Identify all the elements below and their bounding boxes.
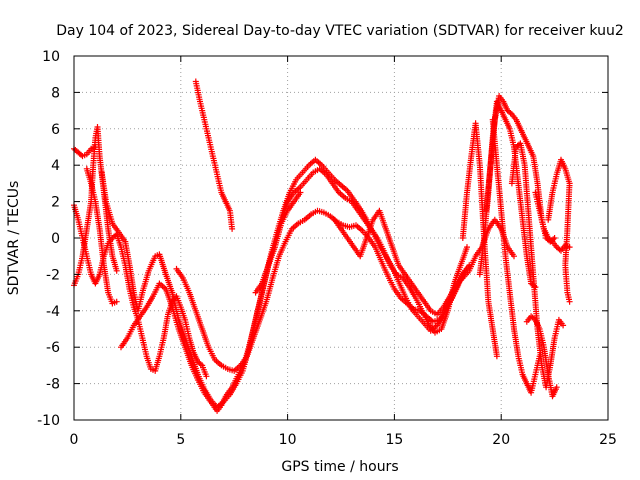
- x-tick-label: 15: [385, 432, 403, 448]
- y-tick-label: 8: [51, 85, 60, 101]
- series-arc-18: [532, 189, 573, 254]
- y-tick-label: -8: [46, 377, 60, 393]
- data-point: [92, 144, 99, 150]
- chart-title: Day 104 of 2023, Sidereal Day-to-day VTE…: [56, 23, 624, 39]
- data-point: [511, 253, 517, 260]
- y-tick-label: -6: [46, 340, 60, 356]
- y-tick-label: 0: [51, 231, 60, 247]
- data-point: [566, 244, 573, 251]
- data-point: [113, 267, 120, 274]
- series-arc-15: [508, 140, 567, 391]
- y-tick-label: -10: [37, 413, 60, 429]
- y-tick-label: -2: [46, 267, 60, 283]
- data-point: [553, 384, 560, 391]
- x-tick-label: 25: [599, 432, 617, 448]
- data-point: [229, 225, 236, 232]
- y-tick-label: 4: [51, 158, 60, 174]
- y-tick-label: 6: [51, 122, 60, 138]
- series-arc-4: [83, 165, 120, 307]
- data-point: [203, 373, 210, 380]
- series-arc-3: [71, 144, 99, 160]
- data-point: [560, 322, 567, 329]
- axis-ticks: 0 5 10 15 20 25 -10 -8 -6 -4 -2 0 2 4 6 8 10: [37, 49, 617, 448]
- plot-area: [71, 78, 573, 414]
- series-arc-16: [523, 313, 560, 400]
- x-tick-label: 5: [176, 432, 185, 448]
- data-point: [297, 189, 304, 196]
- y-tick-label: 10: [42, 49, 60, 65]
- y-tick-label: -4: [46, 304, 60, 320]
- y-axis-label: SDTVAR / TECUs: [6, 181, 22, 296]
- data-point: [493, 353, 500, 360]
- series-arc-14: [489, 116, 543, 396]
- data-point: [464, 244, 470, 251]
- series-arc-8: [192, 78, 236, 232]
- x-tick-label: 0: [70, 432, 79, 448]
- y-tick-label: 2: [51, 195, 60, 211]
- data-point: [551, 235, 558, 241]
- x-tick-label: 10: [279, 432, 297, 448]
- series-arc-9: [252, 189, 304, 296]
- x-axis-label: GPS time / hours: [281, 459, 398, 475]
- series-arc-17: [545, 156, 573, 305]
- data-point: [566, 298, 573, 305]
- data-point: [113, 298, 120, 305]
- x-tick-label: 20: [492, 432, 510, 448]
